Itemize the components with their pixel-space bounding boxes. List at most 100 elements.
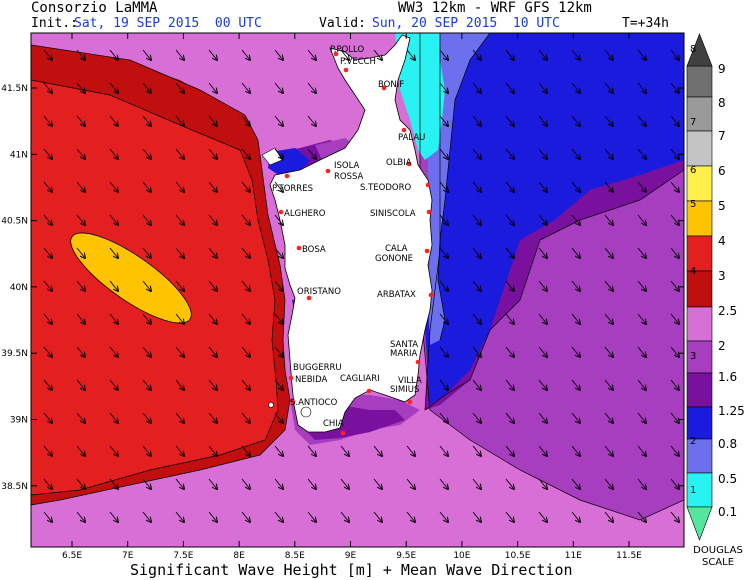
wave-arrow — [208, 478, 217, 489]
wave-arrow — [208, 115, 217, 126]
wave-arrow — [604, 247, 613, 258]
wave-arrow — [637, 49, 646, 60]
wave-arrow — [307, 478, 316, 489]
wave-arrow — [307, 445, 316, 456]
wave-arrow — [472, 115, 481, 126]
wave-arrow — [538, 148, 547, 159]
wave-arrow — [571, 346, 580, 357]
place-dot — [340, 430, 346, 436]
wave-arrow — [472, 247, 481, 258]
wave-arrow — [109, 247, 118, 258]
wave-arrow — [274, 148, 283, 159]
wave-arrow — [109, 379, 118, 390]
lon-tick-label: 9.5E — [396, 551, 416, 561]
scale-block — [686, 270, 713, 308]
wave-arrow — [472, 346, 481, 357]
wave-arrow — [43, 82, 52, 93]
wave-arrow — [439, 247, 448, 258]
wave-arrow — [571, 181, 580, 192]
wave-arrow — [241, 313, 250, 324]
wave-arrow — [439, 511, 448, 522]
wave-arrow — [208, 346, 217, 357]
wave-arrow — [109, 313, 118, 324]
map-frame — [30, 32, 685, 548]
wave-arrow — [637, 346, 646, 357]
wave-arrow — [571, 511, 580, 522]
wave-arrow — [538, 478, 547, 489]
scale-bottom-triangle — [686, 506, 713, 541]
wave-arrow — [208, 445, 217, 456]
place-label: PALAU — [398, 133, 425, 143]
place-label: GONONE — [375, 254, 413, 264]
wave-arrow — [472, 313, 481, 324]
wave-arrow — [472, 82, 481, 93]
wave-arrow — [241, 412, 250, 423]
wave-arrow — [241, 445, 250, 456]
place-label: ALGHERO — [284, 209, 326, 219]
wave-height-label: 3 — [718, 269, 726, 283]
scale-block — [686, 96, 713, 132]
wave-arrow — [43, 511, 52, 522]
wave-arrow — [505, 445, 514, 456]
wave-arrow — [208, 313, 217, 324]
place-label: P.VECCH — [340, 57, 376, 67]
lon-tick-label: 10E — [453, 551, 470, 561]
wave-arrow — [439, 49, 448, 60]
place-label: MARIA — [390, 349, 418, 359]
wave-arrow — [670, 511, 679, 522]
wave-arrow — [208, 82, 217, 93]
wave-arrow — [604, 49, 613, 60]
scale-block — [686, 200, 713, 237]
init-label: Init.: — [31, 16, 78, 31]
wave-arrow — [142, 214, 151, 225]
wave-arrow — [76, 511, 85, 522]
place-dot — [425, 182, 431, 188]
wave-arrow — [241, 379, 250, 390]
wave-arrow — [439, 181, 448, 192]
place-dot — [296, 245, 302, 251]
wave-arrow — [604, 148, 613, 159]
place-dot — [424, 248, 430, 254]
wave-arrow — [439, 313, 448, 324]
wave-arrow — [637, 313, 646, 324]
wave-arrow — [505, 478, 514, 489]
douglas-label: 4 — [690, 266, 696, 277]
wave-arrow — [571, 280, 580, 291]
wave-arrow — [208, 412, 217, 423]
wave-arrow — [307, 148, 316, 159]
wave-arrow — [241, 478, 250, 489]
wave-arrow — [373, 511, 382, 522]
wave-arrow — [538, 445, 547, 456]
wave-arrow — [175, 181, 184, 192]
place-dot — [426, 209, 432, 215]
wave-arrow — [76, 412, 85, 423]
wave-arrow — [175, 379, 184, 390]
wave-arrow — [43, 214, 52, 225]
place-label: BONIF — [378, 80, 404, 90]
wave-arrow — [637, 511, 646, 522]
lon-tick-label: 8E — [233, 551, 245, 561]
douglas-label: 2 — [690, 436, 696, 447]
lead-time: T=+34h — [622, 16, 669, 31]
model-title: WW3 12km - WRF GFS 12km — [398, 0, 592, 16]
place-label: P.TORRES — [272, 184, 313, 194]
wave-arrow — [472, 214, 481, 225]
wave-arrow — [142, 313, 151, 324]
wave-height-label: 5 — [718, 199, 726, 213]
place-label: BUGGERRU — [293, 363, 342, 373]
wave-arrow — [604, 412, 613, 423]
wave-direction-arrows — [43, 49, 679, 522]
wave-arrow — [175, 82, 184, 93]
wave-arrow — [109, 511, 118, 522]
scale-block — [686, 306, 713, 342]
wave-arrow — [175, 115, 184, 126]
wave-arrow — [274, 82, 283, 93]
scale-block — [686, 472, 713, 508]
wave-arrow — [274, 49, 283, 60]
douglas-label: 7 — [690, 117, 696, 128]
wave-arrow — [505, 247, 514, 258]
place-label: ROSSA — [334, 172, 364, 182]
wave-arrow — [637, 445, 646, 456]
place-dot — [288, 375, 294, 381]
